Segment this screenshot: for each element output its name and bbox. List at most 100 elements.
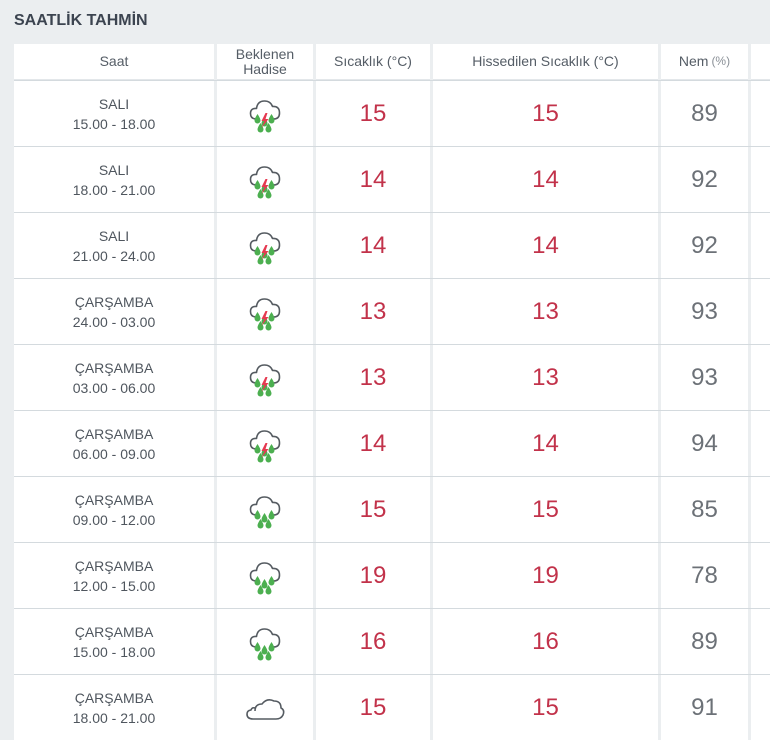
header-feels-like: Hissedilen Sıcaklık (°C)	[433, 44, 658, 80]
time-cell: ÇARŞAMBA 09.00 - 12.00	[14, 477, 214, 542]
header-humidity: Nem (%)	[661, 44, 748, 80]
temperature-value: 19	[359, 561, 387, 589]
feels-like-value: 15	[532, 495, 559, 523]
feels-like-cell: 16	[433, 609, 658, 674]
humidity-value: 85	[691, 495, 718, 523]
humidity-cell: 94	[661, 411, 748, 476]
header-event-line1: Beklenen	[235, 45, 295, 62]
time-range: 18.00 - 21.00	[72, 181, 156, 198]
humidity-value: 92	[691, 231, 718, 259]
temperature-value: 14	[359, 165, 387, 193]
thunderstorm-rain-icon	[245, 227, 285, 265]
humidity-value: 92	[691, 165, 718, 193]
humidity-value: 78	[691, 561, 718, 589]
temperature-value: 15	[359, 693, 387, 721]
temperature-cell: 14	[316, 213, 430, 278]
table-row: ÇARŞAMBA 12.00 - 15.00 19 19 78	[14, 542, 770, 608]
temperature-cell: 15	[316, 477, 430, 542]
weather-icon-cell	[217, 147, 313, 212]
feels-like-cell: 19	[433, 543, 658, 608]
header-extra	[751, 44, 770, 80]
thunderstorm-rain-icon	[245, 95, 285, 133]
thunderstorm-rain-icon	[245, 425, 285, 463]
humidity-value: 89	[691, 99, 718, 127]
time-range: 15.00 - 18.00	[72, 643, 156, 660]
time-cell: ÇARŞAMBA 06.00 - 09.00	[14, 411, 214, 476]
header-event-line2: Hadise	[243, 60, 287, 77]
thunderstorm-rain-icon	[245, 359, 285, 397]
feels-like-value: 13	[532, 297, 559, 325]
day-label: ÇARŞAMBA	[74, 359, 154, 376]
temperature-cell: 15	[316, 675, 430, 740]
time-cell: SALI 18.00 - 21.00	[14, 147, 214, 212]
table-row: SALI 18.00 - 21.00 14 14 92	[14, 146, 770, 212]
extra-cell	[751, 279, 770, 344]
table-row: ÇARŞAMBA 06.00 - 09.00 14 14 94	[14, 410, 770, 476]
temperature-cell: 13	[316, 345, 430, 410]
feels-like-value: 13	[532, 363, 559, 391]
day-label: ÇARŞAMBA	[74, 557, 154, 574]
table-row: ÇARŞAMBA 09.00 - 12.00 15 15 85	[14, 476, 770, 542]
weather-icon-cell	[217, 345, 313, 410]
header-humidity-unit: (%)	[711, 54, 731, 68]
feels-like-cell: 15	[433, 81, 658, 146]
feels-like-cell: 14	[433, 411, 658, 476]
feels-like-value: 14	[532, 429, 559, 457]
temperature-value: 15	[359, 495, 387, 523]
day-label: SALI	[98, 95, 130, 112]
feels-like-cell: 13	[433, 279, 658, 344]
time-cell: ÇARŞAMBA 15.00 - 18.00	[14, 609, 214, 674]
temperature-cell: 14	[316, 147, 430, 212]
extra-cell	[751, 609, 770, 674]
time-range: 18.00 - 21.00	[72, 709, 156, 726]
time-range: 09.00 - 12.00	[72, 511, 156, 528]
feels-like-value: 16	[532, 627, 559, 655]
header-event: Beklenen Hadise	[217, 44, 313, 80]
time-range: 12.00 - 15.00	[72, 577, 156, 594]
humidity-cell: 92	[661, 213, 748, 278]
cloudy-icon	[243, 691, 287, 725]
humidity-cell: 85	[661, 477, 748, 542]
humidity-value: 89	[691, 627, 718, 655]
feels-like-cell: 13	[433, 345, 658, 410]
humidity-value: 93	[691, 297, 718, 325]
weather-icon-cell	[217, 279, 313, 344]
temperature-cell: 19	[316, 543, 430, 608]
humidity-cell: 78	[661, 543, 748, 608]
feels-like-value: 15	[532, 99, 559, 127]
weather-icon-cell	[217, 477, 313, 542]
day-label: ÇARŞAMBA	[74, 293, 154, 310]
day-label: SALI	[98, 161, 130, 178]
temperature-value: 16	[359, 627, 387, 655]
humidity-value: 94	[691, 429, 718, 457]
rain-cloud-icon	[245, 623, 285, 661]
extra-cell	[751, 411, 770, 476]
time-range: 21.00 - 24.00	[72, 247, 156, 264]
time-range: 03.00 - 06.00	[72, 379, 156, 396]
feels-like-cell: 14	[433, 147, 658, 212]
day-label: SALI	[98, 227, 130, 244]
table-header: Saat Beklenen Hadise Sıcaklık (°C) Hisse…	[14, 44, 770, 80]
table-row: ÇARŞAMBA 24.00 - 03.00 13 13 93	[14, 278, 770, 344]
day-label: ÇARŞAMBA	[74, 623, 154, 640]
extra-cell	[751, 81, 770, 146]
humidity-cell: 91	[661, 675, 748, 740]
day-label: ÇARŞAMBA	[74, 491, 154, 508]
temperature-cell: 14	[316, 411, 430, 476]
thunderstorm-rain-icon	[245, 293, 285, 331]
humidity-cell: 92	[661, 147, 748, 212]
weather-icon-cell	[217, 411, 313, 476]
temperature-cell: 15	[316, 81, 430, 146]
table-row: SALI 15.00 - 18.00 15 15 89	[14, 80, 770, 146]
extra-cell	[751, 477, 770, 542]
temperature-value: 14	[359, 429, 387, 457]
header-temperature: Sıcaklık (°C)	[316, 44, 430, 80]
time-cell: SALI 21.00 - 24.00	[14, 213, 214, 278]
humidity-cell: 93	[661, 345, 748, 410]
thunderstorm-rain-icon	[245, 161, 285, 199]
weather-icon-cell	[217, 213, 313, 278]
humidity-value: 91	[691, 693, 718, 721]
extra-cell	[751, 543, 770, 608]
table-row: ÇARŞAMBA 18.00 - 21.00 15 15 91	[14, 674, 770, 740]
feels-like-value: 15	[532, 693, 559, 721]
